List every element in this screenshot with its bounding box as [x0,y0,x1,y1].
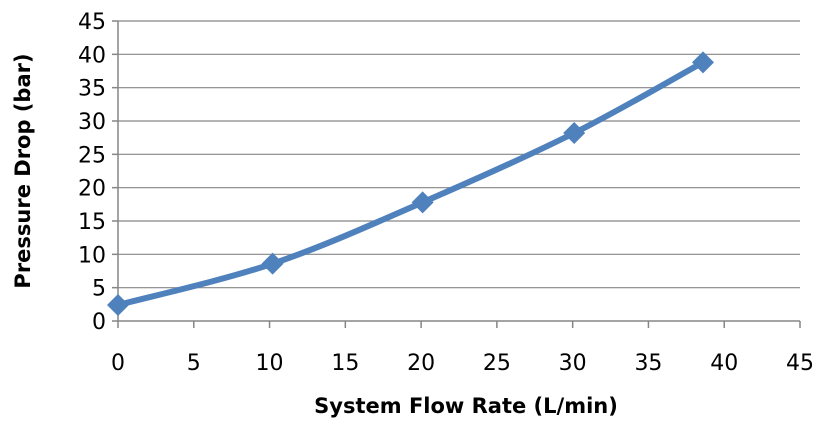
gridlines [118,20,800,289]
x-tick-label: 45 [786,351,814,376]
y-tick-label: 15 [78,210,106,235]
y-tick-label: 0 [92,310,106,335]
y-tick-label: 30 [78,110,106,135]
y-tick-label: 10 [78,243,106,268]
axes [112,20,801,328]
data-point-marker [107,294,129,316]
y-tick-label: 35 [78,77,106,102]
x-tick-labels: 0 5 10 15 20 25 30 35 40 45 [111,351,814,376]
y-tick-label: 25 [78,143,106,168]
y-tick-labels: 0 5 10 15 20 25 30 35 40 45 [78,10,106,335]
x-tick-label: 25 [483,351,511,376]
series-line [115,59,707,308]
x-tick-label: 30 [559,351,587,376]
y-axis-title: Pressure Drop (bar) [11,53,35,288]
y-tick-label: 5 [92,277,106,302]
x-tick-label: 35 [634,351,662,376]
data-point-marker [261,252,284,275]
plot-area [107,51,715,316]
y-tick-label: 20 [78,177,106,202]
x-axis-title: System Flow Rate (L/min) [314,394,618,418]
x-tick-label: 20 [407,351,435,376]
y-tick-label: 40 [78,43,106,68]
data-point-marker [563,122,586,144]
y-tick-label: 45 [78,10,106,35]
x-tick-label: 0 [111,351,125,376]
x-tick-label: 10 [256,351,284,376]
data-point-marker [692,51,715,74]
data-point-marker [411,191,434,214]
x-tick-label: 15 [331,351,359,376]
x-tick-label: 40 [710,351,738,376]
x-tick-label: 5 [187,351,201,376]
